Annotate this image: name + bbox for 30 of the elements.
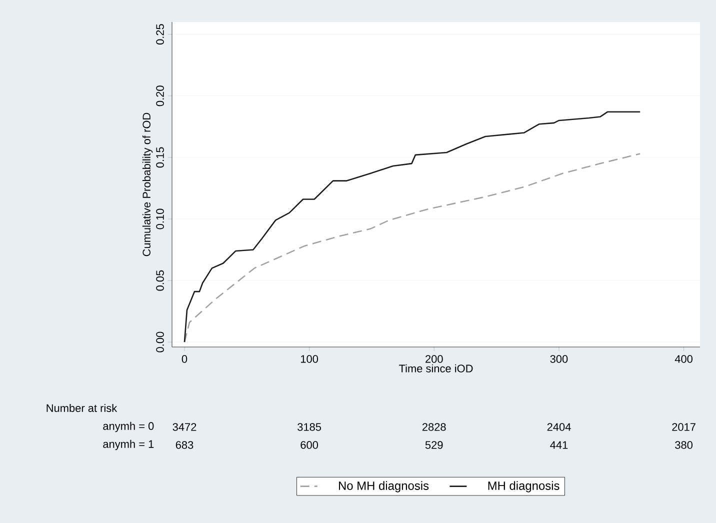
text: 3185 (298, 423, 322, 431)
legend-label: No MH diagnosis (338, 481, 429, 492)
y-tick-label: 0.10 (156, 208, 164, 230)
x-tick-label: 200 (426, 355, 443, 363)
y-tick-label: 0.20 (156, 86, 164, 106)
x-tick-label: 300 (550, 355, 568, 363)
text: anymh = 0 (103, 422, 154, 432)
text: 441 (550, 441, 568, 449)
x-tick-label: 400 (674, 355, 692, 363)
line-series (184, 111, 641, 343)
text: 3472 (172, 423, 196, 431)
y-tick-label: 0.15 (156, 147, 164, 168)
text: anymh = 1 (103, 440, 154, 450)
text: Number at risk (46, 404, 118, 412)
text: 600 (300, 441, 318, 449)
text: 2404 (547, 423, 571, 431)
text: 529 (425, 441, 443, 449)
y-tick-label: 0.25 (156, 24, 164, 45)
y-tick-label: 0.05 (156, 270, 164, 291)
line-series (184, 153, 641, 343)
y-axis-title: Cumulative Probability of rOD (142, 112, 153, 256)
text: 2828 (422, 423, 446, 431)
y-tick-label: 0.00 (156, 332, 164, 352)
x-axis-title: Time since iOD (399, 364, 473, 372)
text: 380 (675, 441, 693, 449)
text: 683 (176, 441, 194, 449)
text: 2017 (672, 423, 696, 431)
legend-label: MH diagnosis (488, 481, 560, 492)
x-tick-label: 0 (182, 355, 188, 363)
x-tick-label: 100 (301, 355, 318, 363)
